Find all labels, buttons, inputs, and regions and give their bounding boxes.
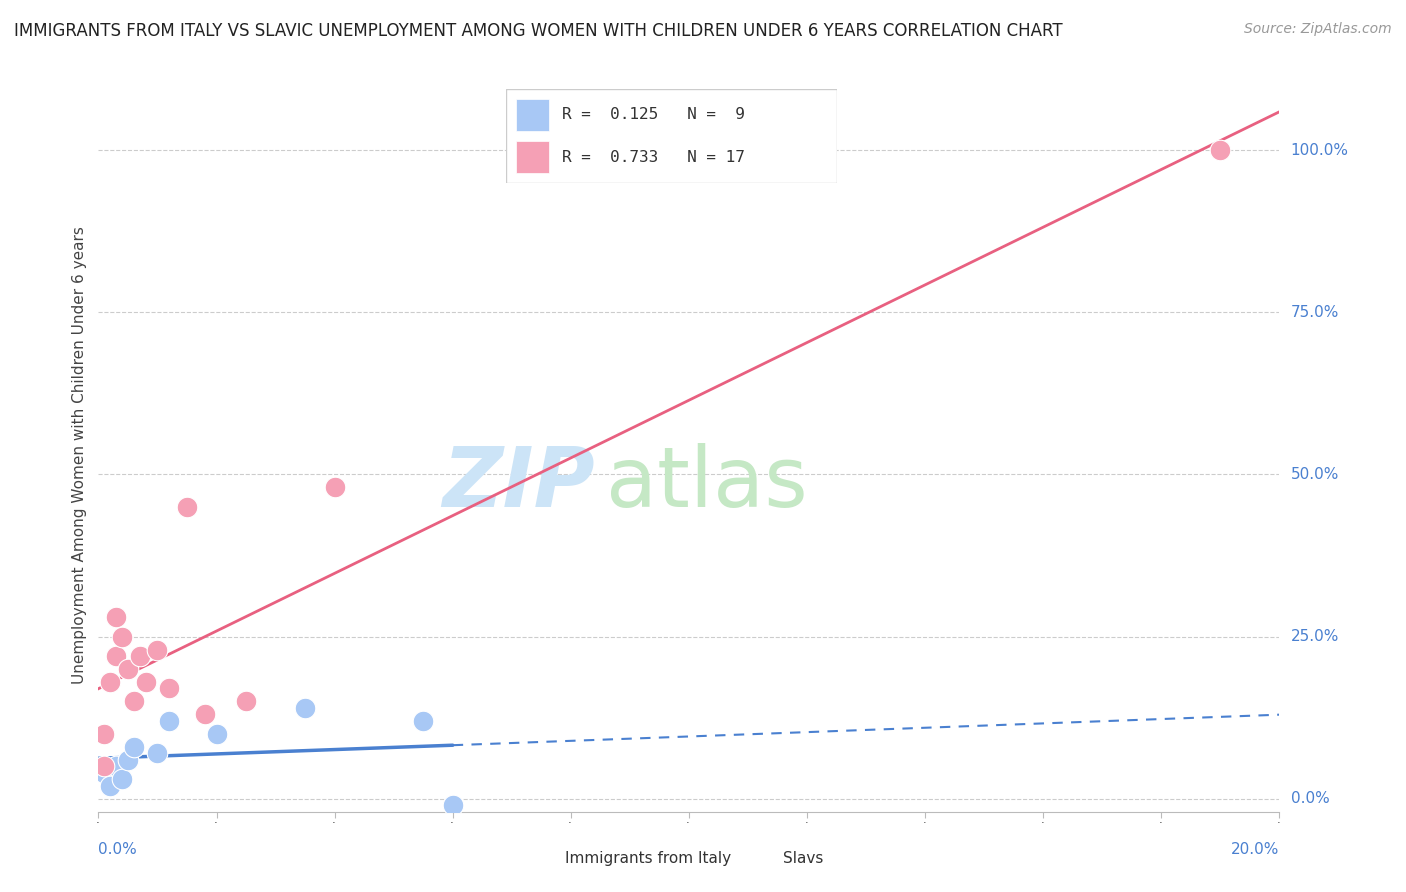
Point	[117, 662, 139, 676]
FancyBboxPatch shape	[506, 89, 837, 183]
Point	[93, 765, 115, 780]
Text: 75.0%: 75.0%	[1291, 305, 1339, 319]
Bar	[516, 98, 550, 131]
Point	[441, 798, 464, 813]
Point	[146, 747, 169, 761]
Text: 0.0%: 0.0%	[1291, 791, 1329, 806]
Point	[105, 648, 128, 663]
Text: 25.0%: 25.0%	[1291, 629, 1339, 644]
Text: 100.0%: 100.0%	[1291, 143, 1348, 158]
Text: atlas: atlas	[606, 443, 808, 524]
Text: R =  0.125   N =  9: R = 0.125 N = 9	[562, 107, 745, 122]
Point	[111, 772, 134, 787]
Point	[157, 714, 180, 728]
Point	[235, 694, 257, 708]
Point	[157, 681, 180, 696]
Text: 50.0%: 50.0%	[1291, 467, 1339, 482]
Y-axis label: Unemployment Among Women with Children Under 6 years: Unemployment Among Women with Children U…	[72, 226, 87, 684]
Point	[111, 630, 134, 644]
Point	[135, 675, 157, 690]
Text: 0.0%: 0.0%	[98, 842, 138, 857]
Text: Slavs: Slavs	[783, 852, 824, 866]
Point	[205, 727, 228, 741]
Text: IMMIGRANTS FROM ITALY VS SLAVIC UNEMPLOYMENT AMONG WOMEN WITH CHILDREN UNDER 6 Y: IMMIGRANTS FROM ITALY VS SLAVIC UNEMPLOY…	[14, 22, 1063, 40]
Point	[105, 610, 128, 624]
Text: 20.0%: 20.0%	[1232, 842, 1279, 857]
Point	[117, 753, 139, 767]
Point	[194, 707, 217, 722]
Point	[93, 727, 115, 741]
Point	[98, 675, 121, 690]
Point	[98, 779, 121, 793]
Point	[146, 642, 169, 657]
Text: Source: ZipAtlas.com: Source: ZipAtlas.com	[1244, 22, 1392, 37]
Point	[412, 714, 434, 728]
Point	[93, 759, 115, 773]
Point	[122, 739, 145, 754]
Point	[128, 648, 150, 663]
Point	[122, 694, 145, 708]
Point	[176, 500, 198, 514]
Point	[105, 759, 128, 773]
Text: ZIP: ZIP	[441, 443, 595, 524]
Text: Immigrants from Italy: Immigrants from Italy	[565, 852, 731, 866]
Point	[323, 480, 346, 494]
Bar	[516, 141, 550, 173]
Point	[294, 701, 316, 715]
Text: R =  0.733   N = 17: R = 0.733 N = 17	[562, 150, 745, 165]
Point	[1209, 143, 1232, 157]
